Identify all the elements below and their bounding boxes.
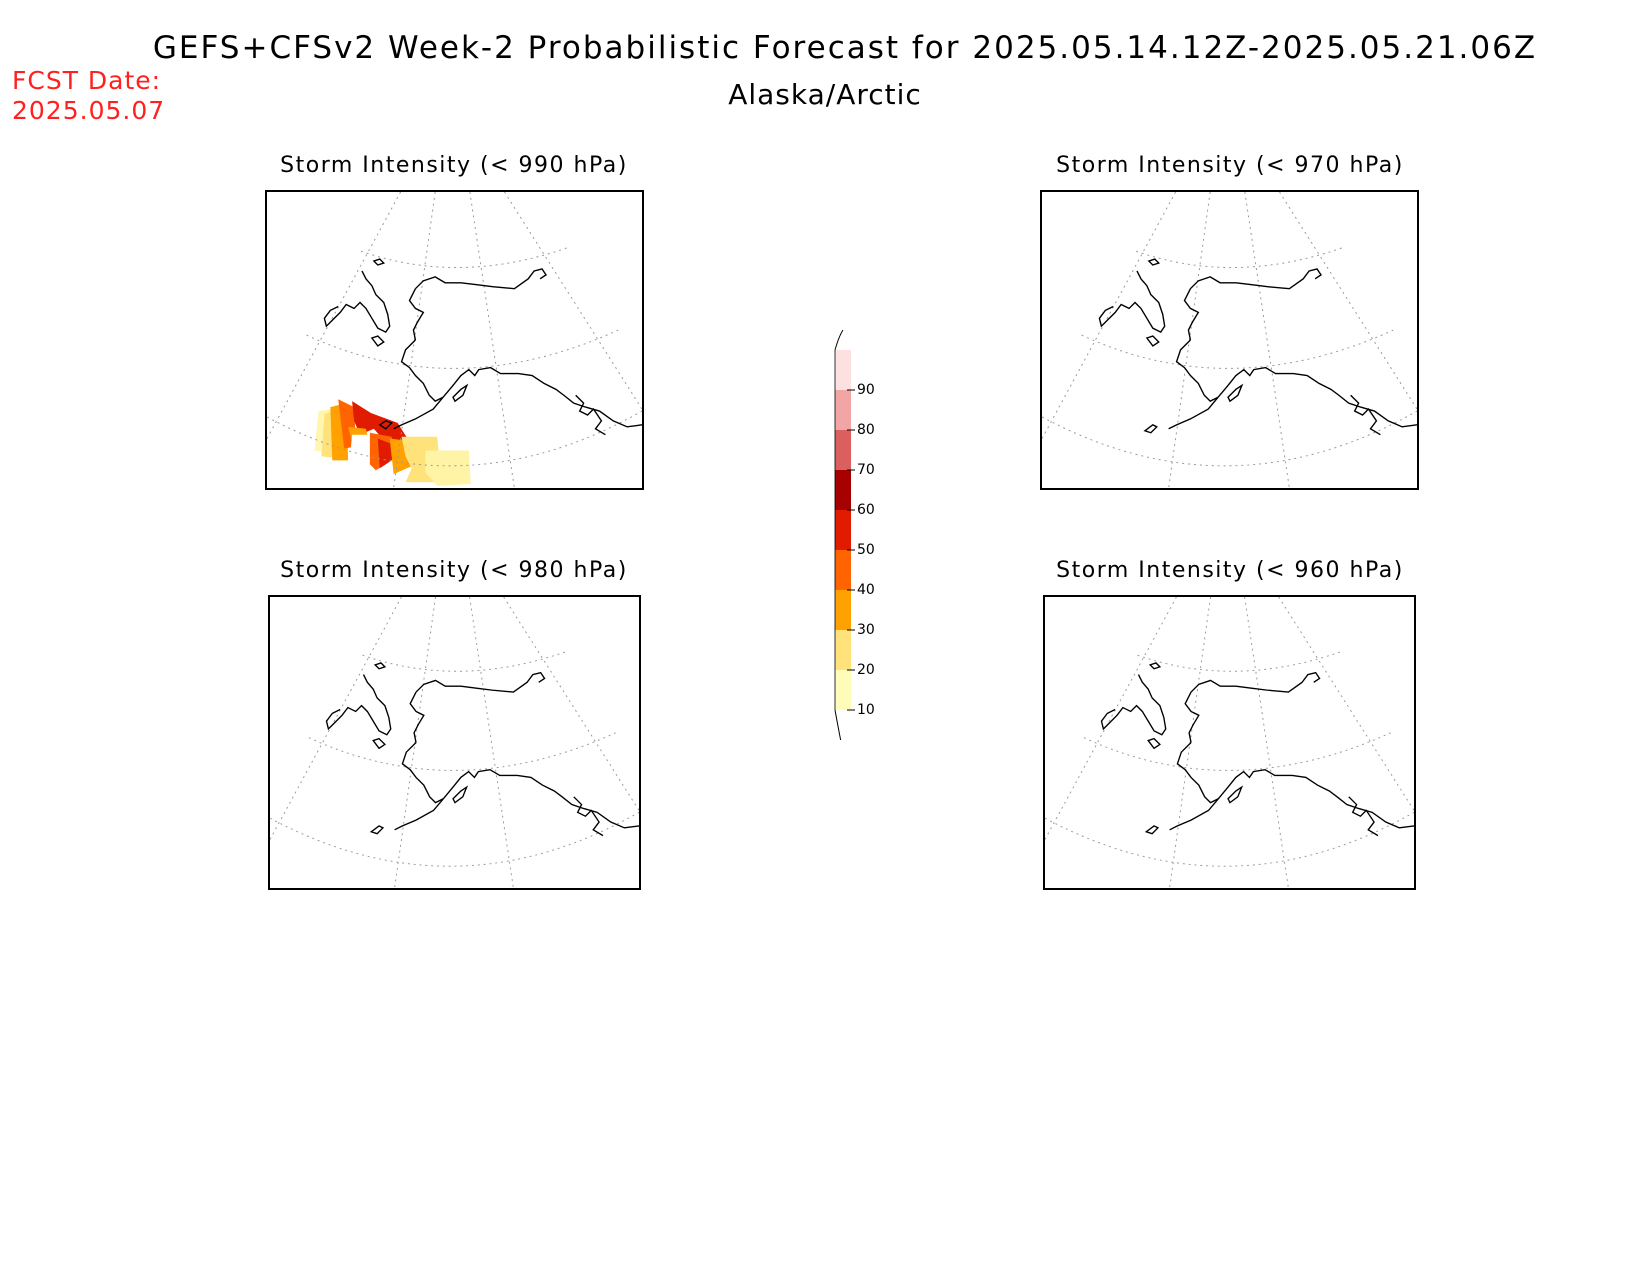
shade-20-30-lower <box>401 436 440 469</box>
panel-title-990: Storm Intensity (< 990 hPa) <box>280 153 628 178</box>
colorbar-label-30: 30 <box>857 622 875 638</box>
probability-shading <box>314 399 471 487</box>
panel-title-980: Storm Intensity (< 980 hPa) <box>280 558 628 583</box>
colorbar-label-80: 80 <box>857 422 875 438</box>
colorbar-segment-8 <box>835 390 851 430</box>
fcst-date-label: FCST Date: <box>12 66 162 95</box>
colorbar-top-cap <box>834 329 844 351</box>
colorbar-segment-1 <box>835 670 851 710</box>
colorbar-segment-9 <box>835 350 851 390</box>
lat-lon-gridlines <box>267 192 642 488</box>
map-970-svg <box>1042 192 1417 488</box>
map-panel-960 <box>1043 595 1416 890</box>
shade-10-20-right <box>425 450 471 487</box>
colorbar-segment-2 <box>835 630 851 670</box>
lat-lon-gridlines <box>1042 192 1417 488</box>
shade-white-gap <box>350 434 370 457</box>
probability-colorbar: 10 20 30 40 50 60 70 80 90 <box>815 329 895 753</box>
map-panel-990 <box>265 190 644 490</box>
lat-lon-gridlines <box>1045 597 1414 888</box>
region-subtitle: Alaska/Arctic <box>728 78 922 111</box>
map-990-svg <box>267 192 642 488</box>
colorbar-segment-3 <box>835 590 851 630</box>
map-960-svg <box>1045 597 1414 888</box>
lat-lon-gridlines <box>270 597 639 888</box>
shade-50-60-core <box>352 401 408 443</box>
map-panel-980 <box>268 595 641 890</box>
colorbar-label-10: 10 <box>857 702 875 718</box>
colorbar-bottom-cap <box>834 709 844 753</box>
colorbar-segment-5 <box>835 510 851 550</box>
coastline <box>1098 258 1417 436</box>
colorbar-svg: 10 20 30 40 50 60 70 80 90 <box>834 329 875 753</box>
colorbar-segment-4 <box>835 550 851 590</box>
colorbar-label-50: 50 <box>857 542 875 558</box>
main-title: GEFS+CFSv2 Week-2 Probabilistic Forecast… <box>152 30 1538 66</box>
coastline <box>1100 662 1414 837</box>
colorbar-label-40: 40 <box>857 582 875 598</box>
colorbar-label-20: 20 <box>857 662 875 678</box>
fcst-date-value: 2025.05.07 <box>12 96 166 125</box>
panel-title-970: Storm Intensity (< 970 hPa) <box>1056 153 1404 178</box>
map-panel-970 <box>1040 190 1419 490</box>
coastline <box>323 258 642 436</box>
colorbar-label-60: 60 <box>857 502 875 518</box>
colorbar-label-90: 90 <box>857 382 875 398</box>
colorbar-label-70: 70 <box>857 462 875 478</box>
colorbar-segment-7 <box>835 430 851 470</box>
panel-title-960: Storm Intensity (< 960 hPa) <box>1056 558 1404 583</box>
coastline <box>325 662 639 837</box>
map-980-svg <box>270 597 639 888</box>
colorbar-segment-6 <box>835 470 851 510</box>
